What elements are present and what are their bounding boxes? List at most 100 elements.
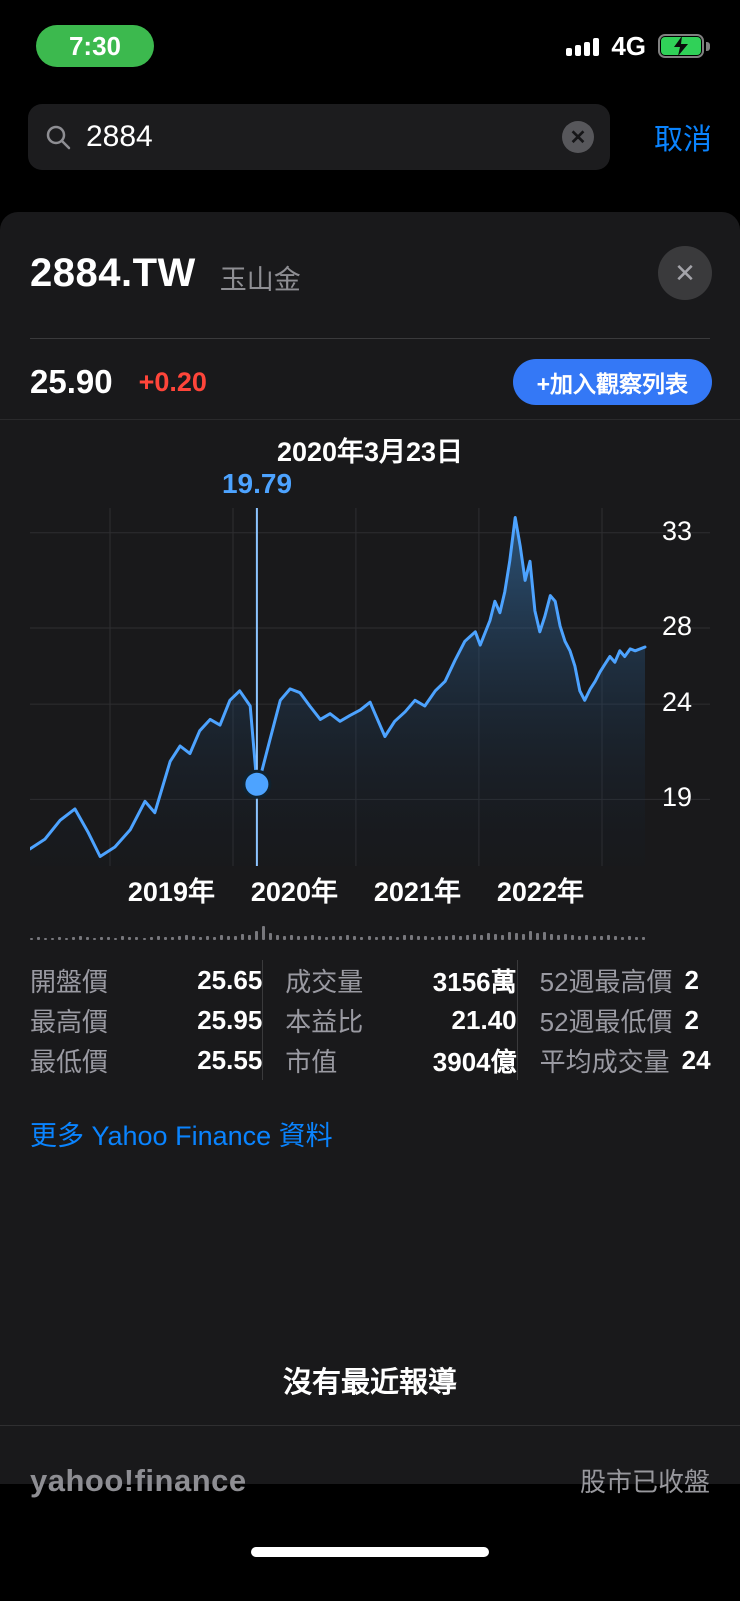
volume-bar: [177, 936, 181, 940]
cancel-button[interactable]: 取消: [653, 124, 712, 156]
y-axis-label: 24: [661, 687, 692, 718]
volume-bar: [353, 936, 357, 940]
stat-52w-high: 52週最高價 2: [540, 960, 740, 1000]
volume-bar: [107, 937, 111, 940]
volume-bar: [65, 938, 69, 940]
search-input[interactable]: 2884 ✕: [28, 104, 610, 170]
volume-bar: [606, 935, 610, 940]
volume-bar: [226, 936, 230, 940]
status-icons: 4G: [566, 31, 714, 62]
more-yahoo-finance-link[interactable]: 更多 Yahoo Finance 資料: [30, 1121, 333, 1151]
chart-line: [30, 516, 647, 858]
volume-bar: [332, 936, 336, 940]
stat-label: 最低價: [30, 1046, 109, 1077]
volume-bar: [304, 936, 308, 940]
volume-bar: [641, 937, 645, 940]
volume-bar: [430, 937, 434, 940]
volume-bar: [515, 933, 519, 940]
stat-value: 2: [684, 964, 700, 995]
add-to-watchlist-button[interactable]: +加入觀察列表: [512, 359, 712, 405]
price-change: +0.20: [138, 366, 207, 397]
x-axis-labels: 2019年 2020年 2021年 2022年: [30, 866, 710, 908]
volume-bar: [522, 934, 526, 940]
y-axis-label: 33: [661, 515, 692, 546]
volume-bar: [191, 936, 195, 940]
volume-bar: [494, 934, 498, 940]
volume-bar: [620, 937, 624, 940]
volume-bar: [557, 935, 561, 940]
volume-bar: [550, 934, 554, 940]
price-chart[interactable]: 33 28 24 19: [30, 508, 710, 866]
volume-bar: [212, 937, 216, 940]
no-recent-news-label: 沒有最近報導: [282, 1367, 457, 1399]
volume-bar: [437, 936, 441, 940]
current-price: 25.90: [30, 363, 113, 400]
clear-search-button[interactable]: ✕: [562, 121, 594, 153]
volume-bar: [487, 933, 491, 940]
volume-bar: [585, 935, 589, 940]
stat-value: 24: [681, 1044, 711, 1075]
volume-bar: [578, 936, 582, 940]
volume-bar: [233, 936, 237, 940]
volume-bar: [529, 931, 533, 940]
price-chart-svg: [30, 508, 710, 866]
header-divider: [30, 338, 710, 339]
search-query-text: 2884: [86, 120, 153, 153]
volume-bar: [184, 935, 188, 940]
stat-label: 52週最高價: [539, 966, 673, 997]
volume-bar: [163, 937, 167, 940]
volume-bar: [599, 936, 603, 940]
close-button[interactable]: ✕: [658, 246, 712, 300]
volume-bar: [135, 937, 139, 940]
search-icon: [46, 125, 71, 150]
volume-bar: [416, 936, 420, 940]
volume-bar: [571, 935, 575, 940]
stat-high: 最高價 25.95: [30, 1000, 262, 1040]
volume-bar: [395, 937, 399, 940]
volume-bar: [86, 937, 90, 940]
y-axis-label: 28: [661, 610, 692, 641]
volume-bar: [346, 935, 350, 940]
volume-bar: [374, 937, 378, 940]
volume-bar: [367, 936, 371, 940]
volume-bar: [114, 938, 118, 940]
stat-value: 25.65: [197, 964, 263, 995]
volume-bar: [501, 935, 505, 940]
quote-row: 25.90 +0.20 +加入觀察列表: [0, 339, 740, 419]
stat-value: 25.95: [197, 1004, 263, 1035]
home-indicator[interactable]: [251, 1547, 489, 1557]
volume-bar: [219, 935, 223, 940]
status-time: 7:30: [68, 30, 122, 61]
volume-bar: [283, 936, 287, 940]
stat-low: 最低價 25.55: [30, 1040, 262, 1080]
market-status-label: 股市已收盤: [579, 1467, 710, 1497]
stats-column-3: 52週最高價 2 52週最低價 2 平均成交量 24: [516, 960, 740, 1080]
volume-bar: [290, 935, 294, 940]
stats-column-1: 開盤價 25.65 最高價 25.95 最低價 25.55: [30, 960, 262, 1080]
volume-bar: [79, 936, 83, 940]
crosshair-dot[interactable]: [242, 769, 272, 799]
search-row: 2884 ✕ 取消: [28, 104, 712, 170]
x-axis-label: 2019年: [127, 877, 215, 907]
signal-strength-icon: [566, 36, 600, 56]
stats-grid: 開盤價 25.65 最高價 25.95 最低價 25.55 成交量 3156萬: [30, 960, 740, 1080]
volume-bar: [472, 934, 476, 940]
x-axis-label: 2022年: [496, 877, 584, 907]
volume-bar: [339, 936, 343, 940]
volume-bar: [536, 933, 540, 940]
volume-bar: [409, 935, 413, 940]
volume-bar: [318, 936, 322, 940]
card-header: 2884.TW 玉山金 ✕: [0, 212, 740, 300]
volume-bar: [613, 936, 617, 940]
volume-bar: [381, 936, 385, 940]
network-type-label: 4G: [611, 30, 646, 61]
x-axis-label: 2021年: [373, 877, 461, 907]
volume-bar: [30, 938, 33, 940]
stat-value: 25.55: [197, 1044, 263, 1075]
volume-bar: [402, 935, 406, 940]
stat-label: 成交量: [285, 966, 364, 997]
time-pill[interactable]: 7:30: [36, 25, 154, 67]
stat-avg-volume: 平均成交量 24: [540, 1040, 740, 1080]
stock-symbol: 2884.TW: [30, 250, 196, 295]
battery-charging-icon: [658, 33, 714, 59]
